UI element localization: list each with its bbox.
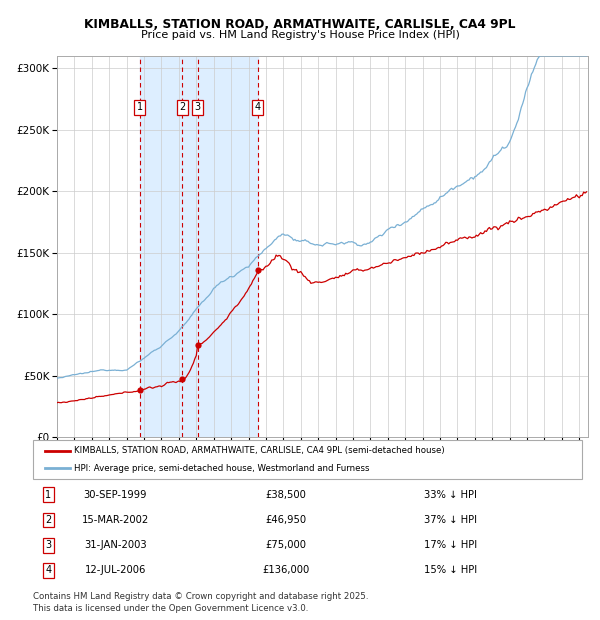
Text: HPI: Average price, semi-detached house, Westmorland and Furness: HPI: Average price, semi-detached house,…	[74, 464, 370, 473]
Text: 37% ↓ HPI: 37% ↓ HPI	[424, 515, 477, 525]
Text: 1: 1	[137, 102, 143, 112]
Text: 17% ↓ HPI: 17% ↓ HPI	[424, 540, 477, 550]
Text: 1: 1	[46, 490, 52, 500]
Text: KIMBALLS, STATION ROAD, ARMATHWAITE, CARLISLE, CA4 9PL (semi-detached house): KIMBALLS, STATION ROAD, ARMATHWAITE, CAR…	[74, 446, 445, 455]
Text: This data is licensed under the Open Government Licence v3.0.: This data is licensed under the Open Gov…	[33, 604, 308, 613]
FancyBboxPatch shape	[33, 440, 582, 479]
Text: 3: 3	[194, 102, 201, 112]
Text: 31-JAN-2003: 31-JAN-2003	[84, 540, 146, 550]
Text: 2: 2	[179, 102, 185, 112]
Text: 4: 4	[46, 565, 52, 575]
Text: 2: 2	[45, 515, 52, 525]
Bar	[140, 56, 182, 437]
Text: Price paid vs. HM Land Registry's House Price Index (HPI): Price paid vs. HM Land Registry's House …	[140, 30, 460, 40]
Text: 4: 4	[255, 102, 261, 112]
Text: 33% ↓ HPI: 33% ↓ HPI	[424, 490, 476, 500]
Text: 30-SEP-1999: 30-SEP-1999	[83, 490, 147, 500]
Text: 3: 3	[46, 540, 52, 550]
Text: KIMBALLS, STATION ROAD, ARMATHWAITE, CARLISLE, CA4 9PL: KIMBALLS, STATION ROAD, ARMATHWAITE, CAR…	[84, 19, 516, 31]
Text: £136,000: £136,000	[262, 565, 309, 575]
Text: £46,950: £46,950	[265, 515, 306, 525]
Bar	[198, 56, 258, 437]
Text: £75,000: £75,000	[265, 540, 306, 550]
Text: Contains HM Land Registry data © Crown copyright and database right 2025.: Contains HM Land Registry data © Crown c…	[33, 592, 368, 601]
Text: 15% ↓ HPI: 15% ↓ HPI	[424, 565, 477, 575]
Text: 15-MAR-2002: 15-MAR-2002	[82, 515, 149, 525]
Bar	[182, 56, 198, 437]
Text: 12-JUL-2006: 12-JUL-2006	[85, 565, 146, 575]
Text: £38,500: £38,500	[265, 490, 306, 500]
